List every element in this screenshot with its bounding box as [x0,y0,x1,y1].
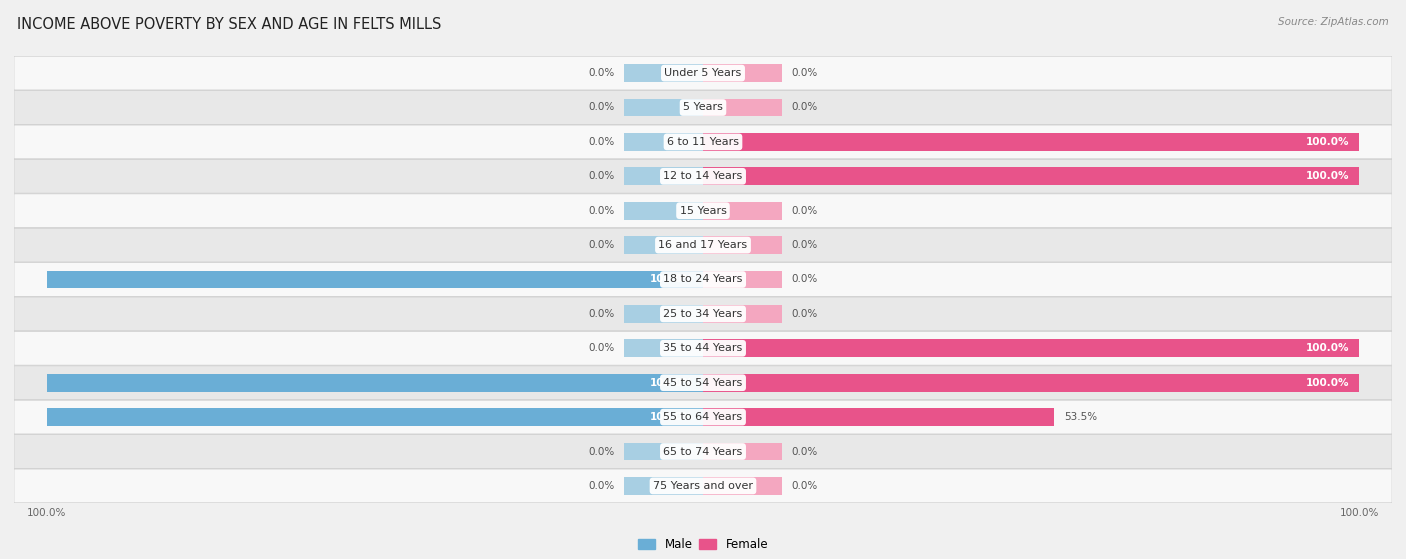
Bar [624,443,703,461]
Text: 6 to 11 Years: 6 to 11 Years [666,137,740,147]
Text: 65 to 74 Years: 65 to 74 Years [664,447,742,457]
Text: 75 Years and over: 75 Years and over [652,481,754,491]
Text: Under 5 Years: Under 5 Years [665,68,741,78]
Bar [703,133,1360,151]
Bar [624,64,703,82]
Bar [46,271,703,288]
Text: 0.0%: 0.0% [792,481,818,491]
Text: 0.0%: 0.0% [792,274,818,285]
FancyBboxPatch shape [14,125,1392,159]
Bar [624,202,703,220]
Bar [624,133,703,151]
FancyBboxPatch shape [14,435,1392,468]
Text: 0.0%: 0.0% [792,447,818,457]
Text: 100.0%: 100.0% [650,274,693,285]
Text: 0.0%: 0.0% [588,68,614,78]
Text: 100.0%: 100.0% [650,412,693,422]
Bar [703,374,1360,392]
Text: 0.0%: 0.0% [792,309,818,319]
Legend: Male, Female: Male, Female [637,538,769,551]
Bar [624,236,703,254]
Text: 0.0%: 0.0% [792,240,818,250]
Text: 55 to 64 Years: 55 to 64 Years [664,412,742,422]
Bar [703,98,782,116]
Text: 25 to 34 Years: 25 to 34 Years [664,309,742,319]
FancyBboxPatch shape [14,159,1392,193]
Text: 0.0%: 0.0% [792,206,818,216]
FancyBboxPatch shape [14,194,1392,228]
Text: 45 to 54 Years: 45 to 54 Years [664,378,742,388]
Bar [703,202,782,220]
Text: 12 to 14 Years: 12 to 14 Years [664,171,742,181]
Bar [703,443,782,461]
FancyBboxPatch shape [14,469,1392,503]
Text: 53.5%: 53.5% [1064,412,1097,422]
FancyBboxPatch shape [14,331,1392,365]
Text: 100.0%: 100.0% [1306,171,1350,181]
Text: 0.0%: 0.0% [588,447,614,457]
Bar [624,477,703,495]
Bar [624,167,703,185]
FancyBboxPatch shape [14,91,1392,124]
FancyBboxPatch shape [14,400,1392,434]
Text: 0.0%: 0.0% [588,309,614,319]
Bar [703,305,782,323]
Bar [703,477,782,495]
Text: 0.0%: 0.0% [588,171,614,181]
Bar [624,98,703,116]
Text: INCOME ABOVE POVERTY BY SEX AND AGE IN FELTS MILLS: INCOME ABOVE POVERTY BY SEX AND AGE IN F… [17,17,441,32]
Text: 16 and 17 Years: 16 and 17 Years [658,240,748,250]
Bar [46,374,703,392]
Text: 0.0%: 0.0% [588,343,614,353]
FancyBboxPatch shape [14,366,1392,400]
Text: 18 to 24 Years: 18 to 24 Years [664,274,742,285]
Text: 100.0%: 100.0% [1306,137,1350,147]
Text: 100.0%: 100.0% [1306,378,1350,388]
Text: 100.0%: 100.0% [650,378,693,388]
Text: 0.0%: 0.0% [588,481,614,491]
Text: 5 Years: 5 Years [683,102,723,112]
Bar [703,339,1360,357]
Text: 100.0%: 100.0% [1306,343,1350,353]
Text: 0.0%: 0.0% [588,102,614,112]
Text: 0.0%: 0.0% [588,206,614,216]
Text: 0.0%: 0.0% [792,68,818,78]
Text: 35 to 44 Years: 35 to 44 Years [664,343,742,353]
FancyBboxPatch shape [14,263,1392,296]
Bar [703,236,782,254]
Bar [703,271,782,288]
Text: 0.0%: 0.0% [588,137,614,147]
FancyBboxPatch shape [14,228,1392,262]
Text: Source: ZipAtlas.com: Source: ZipAtlas.com [1278,17,1389,27]
Text: 0.0%: 0.0% [792,102,818,112]
Bar [703,64,782,82]
Bar [624,339,703,357]
Text: 15 Years: 15 Years [679,206,727,216]
Bar [703,167,1360,185]
Text: 0.0%: 0.0% [588,240,614,250]
Bar [46,408,703,426]
FancyBboxPatch shape [14,297,1392,331]
Bar [703,408,1054,426]
Bar [624,305,703,323]
FancyBboxPatch shape [14,56,1392,90]
